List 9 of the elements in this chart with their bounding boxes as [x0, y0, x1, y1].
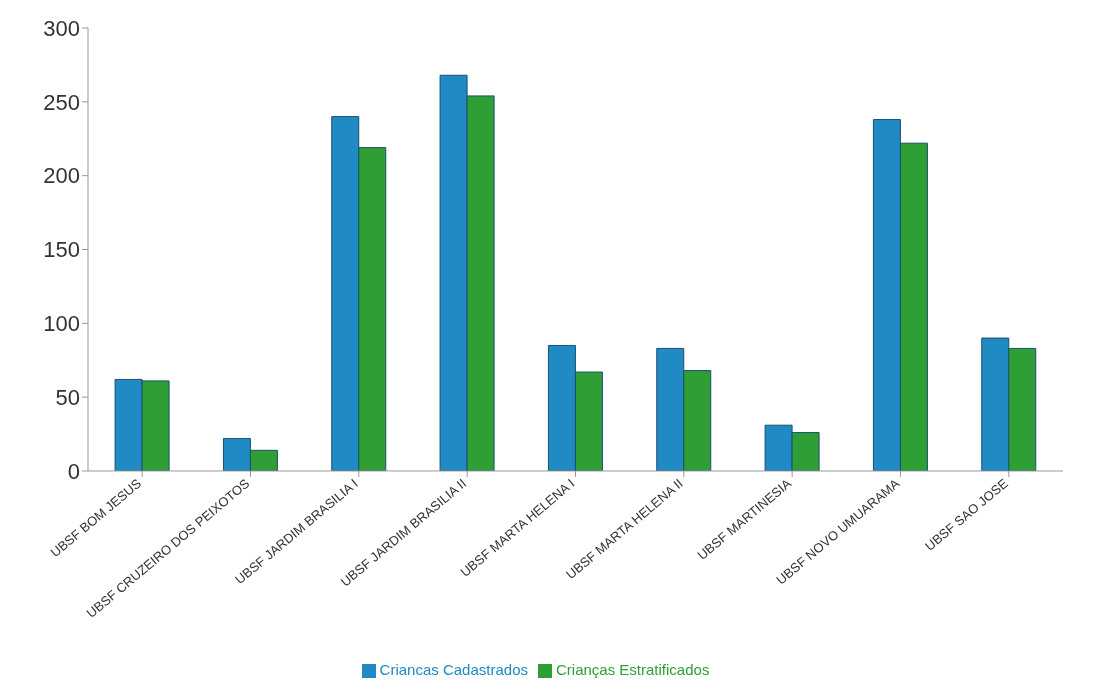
y-tick-label: 100 [43, 311, 80, 337]
y-tick-label: 300 [43, 15, 80, 41]
y-tick-label: 150 [43, 237, 80, 263]
y-tick-label: 0 [67, 458, 80, 484]
y-tick-label: 200 [43, 163, 80, 189]
y-tick-label: 50 [55, 384, 80, 410]
legend-label: Crianças Estratificados [556, 660, 710, 678]
y-tick-label: 250 [43, 89, 80, 115]
legend-label: Criancas Cadastrados [379, 660, 528, 678]
